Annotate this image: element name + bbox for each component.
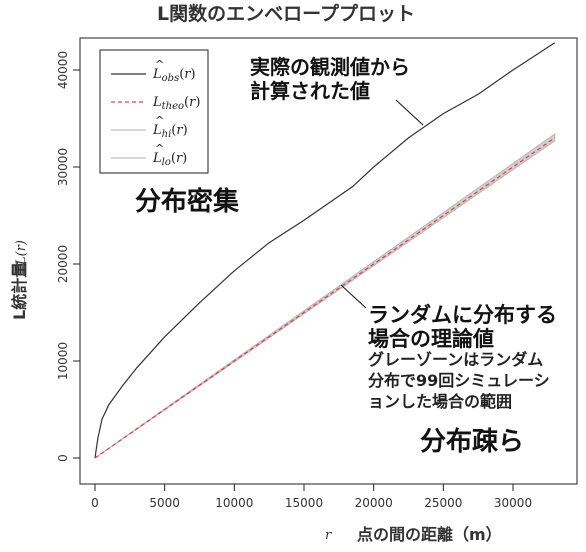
annotation-observed-pointer xyxy=(395,99,424,126)
x-axis-r-label: r xyxy=(325,528,332,543)
series-layer xyxy=(94,42,556,459)
legend-hat-lo: ^ xyxy=(155,142,164,155)
x-tick-label: 25000 xyxy=(424,496,462,510)
x-tick-label: 15000 xyxy=(285,496,323,510)
series-line-theo xyxy=(94,137,556,459)
legend-label-theo: Ltheo(r) xyxy=(152,95,200,112)
y-axis-r-label: L(r) xyxy=(14,240,29,266)
legend-label-lo: Llo(r) xyxy=(152,151,187,168)
x-tick-label: 5000 xyxy=(149,496,180,510)
envelope-band xyxy=(94,133,556,459)
x-tick-label: 30000 xyxy=(494,496,532,510)
annotation-random-line1: ランダムに分布する xyxy=(368,303,557,327)
y-tick-label: 20000 xyxy=(56,245,70,283)
annotation-observed-line2: 計算された値 xyxy=(250,79,370,103)
y-axis-title: L統計量 xyxy=(10,262,29,320)
legend: Lobs(r)^Ltheo(r)Lhi(r)^Llo(r)^ xyxy=(99,49,209,174)
annotation-envelope-line3: ョンした場合の範囲 xyxy=(368,392,512,411)
annotation-random-line2: 場合の理論値 xyxy=(368,327,494,351)
y-tick-label: 40000 xyxy=(56,51,70,89)
annotation-dispersed: 分布疎ら xyxy=(420,427,524,457)
chart-title: L関数のエンベローププロット xyxy=(157,2,415,25)
annotation-observed-line1: 実際の観測値から xyxy=(250,55,410,79)
x-tick-label: 20000 xyxy=(355,496,393,510)
x-tick-label: 10000 xyxy=(215,496,253,510)
annotation-envelope-line1: グレーゾーンはランダム xyxy=(368,350,543,369)
legend-box xyxy=(99,49,209,174)
y-tick-label: 10000 xyxy=(56,342,70,380)
x-axis: 0 5000 10000 15000 20000 25000 30000 xyxy=(91,483,532,510)
y-axis: 0 10000 20000 30000 40000 xyxy=(56,51,81,462)
legend-label-obs: Lobs(r) xyxy=(152,67,196,84)
y-tick-label: 30000 xyxy=(56,148,70,186)
legend-hat-hi: ^ xyxy=(155,114,164,127)
series-line-obs xyxy=(94,42,556,459)
y-tick-label: 0 xyxy=(56,454,70,462)
x-axis-title: 点の間の距離（m） xyxy=(357,525,502,544)
annotation-envelope-line2: 分布で99回シミュレーシ xyxy=(368,371,550,390)
legend-label-hi: Lhi(r) xyxy=(152,123,188,140)
x-tick-label: 0 xyxy=(91,496,99,510)
legend-hat-obs: ^ xyxy=(155,58,164,71)
annotation-random-pointer xyxy=(340,284,367,309)
annotation-clustered: 分布密集 xyxy=(135,186,240,217)
